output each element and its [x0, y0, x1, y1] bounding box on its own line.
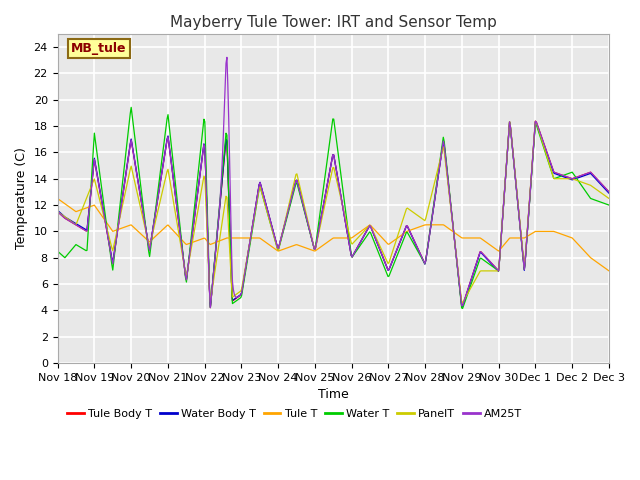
Water T [423, 251, 431, 256]
PanelT [470, 280, 477, 286]
Water T [152, 203, 160, 209]
Water Body T [380, 256, 387, 262]
PanelT [303, 215, 311, 220]
AM25T [381, 258, 388, 264]
PanelT [531, 118, 539, 124]
Line: PanelT: PanelT [58, 121, 609, 302]
AM25T [305, 225, 313, 230]
Tule Body T [195, 177, 203, 183]
Tule T [605, 268, 613, 274]
Water Body T [151, 212, 159, 217]
Water Body T [423, 252, 431, 257]
Line: Water T: Water T [58, 108, 609, 309]
Water T [196, 151, 204, 156]
Water Body T [531, 119, 539, 125]
Tule Body T [207, 305, 214, 311]
AM25T [195, 177, 203, 183]
Water T [54, 248, 61, 254]
PanelT [459, 300, 467, 305]
Tule T [303, 245, 311, 251]
Line: AM25T: AM25T [58, 57, 609, 308]
Tule T [422, 222, 429, 228]
Tule Body T [380, 255, 387, 261]
Tule T [195, 237, 203, 243]
Line: Tule T: Tule T [58, 199, 609, 271]
Water T [127, 105, 135, 110]
PanelT [151, 220, 159, 226]
Water Body T [605, 191, 613, 196]
PanelT [195, 200, 203, 205]
Title: Mayberry Tule Tower: IRT and Sensor Temp: Mayberry Tule Tower: IRT and Sensor Temp [170, 15, 497, 30]
AM25T [424, 245, 431, 251]
Water Body T [207, 304, 214, 310]
AM25T [207, 305, 214, 311]
PanelT [422, 216, 429, 221]
Tule Body T [54, 209, 61, 215]
Line: Water Body T: Water Body T [58, 122, 609, 307]
Water T [471, 271, 479, 277]
PanelT [605, 196, 613, 202]
Water Body T [470, 269, 477, 275]
Water Body T [54, 207, 61, 213]
Legend: Tule Body T, Water Body T, Tule T, Water T, PanelT, AM25T: Tule Body T, Water Body T, Tule T, Water… [63, 405, 527, 423]
Text: MB_tule: MB_tule [71, 42, 127, 55]
Tule Body T [470, 269, 477, 275]
Water T [380, 262, 387, 268]
Tule T [151, 234, 159, 240]
PanelT [379, 249, 387, 254]
Tule Body T [531, 118, 539, 124]
Tule T [379, 235, 387, 241]
Water T [304, 222, 312, 228]
Y-axis label: Temperature (C): Temperature (C) [15, 147, 28, 250]
Tule Body T [304, 221, 312, 227]
AM25T [54, 209, 61, 215]
X-axis label: Time: Time [318, 388, 349, 401]
Water Body T [195, 177, 203, 182]
AM25T [151, 213, 159, 218]
AM25T [471, 266, 479, 272]
Line: Tule Body T: Tule Body T [58, 121, 609, 308]
Tule Body T [423, 251, 431, 257]
AM25T [605, 189, 613, 195]
Tule T [54, 196, 61, 202]
AM25T [223, 54, 231, 60]
Tule Body T [605, 189, 613, 195]
Water T [605, 202, 613, 208]
Tule Body T [151, 213, 159, 218]
Water T [459, 306, 467, 312]
Tule T [469, 235, 477, 241]
Water Body T [304, 221, 312, 227]
PanelT [54, 209, 61, 215]
